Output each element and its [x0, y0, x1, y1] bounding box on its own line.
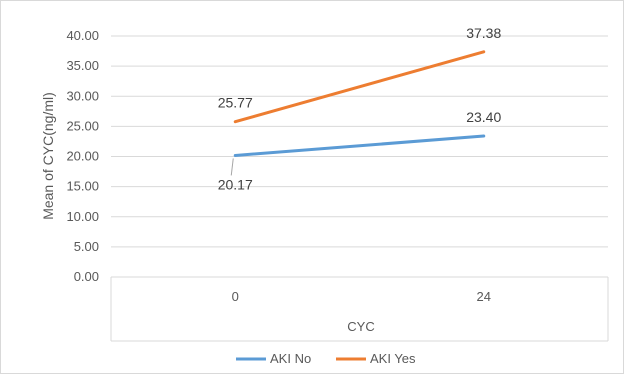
- x-category-box: [110, 277, 609, 342]
- y-tick-label: 30.00: [66, 88, 99, 103]
- y-axis-title: Mean of CYC(ng/ml): [40, 92, 56, 220]
- y-tick-label: 15.00: [66, 179, 99, 194]
- data-labels: 20.17 23.40 25.77 37.38: [218, 25, 502, 193]
- y-tick-labels: 0.00 5.00 10.00 15.00 20.00 25.00 30.00 35.00 40…: [66, 28, 99, 284]
- data-label: 37.38: [466, 25, 501, 41]
- y-tick-label: 40.00: [66, 28, 99, 43]
- legend: AKI No AKI Yes: [236, 351, 416, 366]
- y-tick-label: 10.00: [66, 209, 99, 224]
- y-tick-label: 20.00: [66, 149, 99, 164]
- data-label: 20.17: [218, 176, 253, 192]
- series-lines: [233, 50, 486, 157]
- x-tick-labels: 0 24: [232, 289, 491, 304]
- y-tick-label: 0.00: [74, 269, 99, 284]
- x-tick-label: 24: [477, 289, 491, 304]
- gridlines: [111, 35, 608, 278]
- data-label: 25.77: [218, 95, 253, 111]
- leader-line: [230, 158, 234, 176]
- legend-label: AKI No: [270, 351, 311, 366]
- y-tick-label: 5.00: [74, 239, 99, 254]
- x-tick-label: 0: [232, 289, 239, 304]
- data-label: 23.40: [466, 109, 501, 125]
- y-tick-label: 25.00: [66, 118, 99, 133]
- legend-label: AKI Yes: [370, 351, 416, 366]
- series-line: [233, 134, 486, 157]
- x-axis-title: CYC: [347, 319, 374, 334]
- y-tick-label: 35.00: [66, 58, 99, 73]
- series-line: [233, 50, 486, 124]
